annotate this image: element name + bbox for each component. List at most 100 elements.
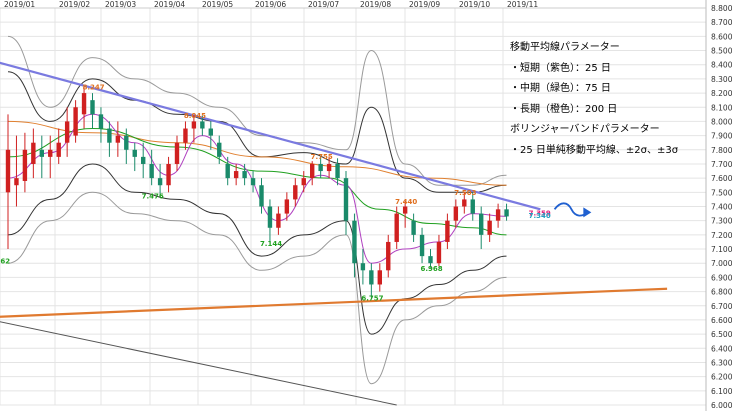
y-tick-label: 8.600 — [711, 32, 733, 41]
ma-short-line — [7, 113, 507, 264]
candle-body — [487, 220, 492, 235]
candle-body — [436, 241, 442, 264]
price-annotation: 7.144 — [260, 240, 282, 248]
candle-body — [428, 256, 433, 264]
y-tick-label: 7.100 — [711, 245, 733, 254]
price-annotation: 7.359 — [529, 209, 551, 217]
candle-body — [445, 220, 450, 242]
candle-body — [310, 163, 315, 179]
candle-body — [352, 220, 357, 264]
y-tick-label: 7.900 — [711, 132, 733, 141]
candle-body — [149, 163, 154, 179]
y-tick-label: 7.600 — [711, 174, 733, 183]
candle-body — [64, 121, 70, 143]
bb-3sigma-lower — [7, 191, 507, 385]
legend: 移動平均線パラメーター ・短期（紫色）：25 日 ・中期（緑色）：75 日 ・長… — [510, 38, 678, 161]
x-tick-label: 2019/01 — [4, 0, 35, 9]
x-tick-label: 2019/10 — [459, 0, 490, 9]
legend-line: ボリンジャーバンドパラメーター — [510, 124, 660, 135]
candle-body — [90, 100, 95, 115]
candle-body — [335, 163, 340, 179]
candle-body — [402, 206, 408, 214]
x-tick-label: 2019/06 — [255, 0, 286, 9]
candle-body — [293, 185, 298, 200]
x-tick-label: 2019/05 — [202, 0, 233, 9]
price-annotation: 62 — [0, 257, 10, 265]
y-tick-label: 8.400 — [711, 61, 733, 70]
candle-body — [81, 93, 87, 115]
legend-line: ・長期（橙色）：200 日 — [510, 103, 618, 115]
candle-body — [495, 209, 501, 221]
y-tick-label: 6.400 — [711, 344, 733, 353]
price-annotation: 6.968 — [421, 265, 443, 273]
y-tick-label: 7.200 — [711, 231, 733, 240]
candle-body — [462, 199, 467, 207]
y-tick-label: 6.600 — [711, 316, 733, 325]
trendline-lower-channel — [0, 321, 397, 406]
candle-body — [242, 171, 247, 179]
trendline-resistance — [0, 61, 541, 211]
trendline-support — [0, 287, 668, 318]
y-tick-label: 8.800 — [711, 4, 733, 13]
candle-body — [284, 199, 290, 214]
price-annotation: 7.440 — [395, 198, 417, 206]
candle-body — [22, 149, 28, 181]
candle-body — [14, 178, 19, 186]
candle-body — [479, 213, 484, 235]
y-tick-label: 7.500 — [711, 188, 733, 197]
candle-body — [360, 263, 366, 271]
candle-body — [470, 199, 475, 214]
price-annotation: 8.045 — [184, 112, 206, 120]
y-tick-label: 6.700 — [711, 302, 733, 311]
x-tick-label: 2019/02 — [59, 0, 90, 9]
candle-body — [208, 128, 213, 136]
legend-line: ・短期（紫色）：25 日 — [510, 62, 611, 74]
candle-body — [394, 213, 399, 242]
candle-body — [377, 270, 382, 285]
price-annotation: 7.755 — [311, 153, 333, 161]
candle-body — [200, 121, 205, 129]
price-annotation: 7.476 — [142, 193, 164, 201]
bb-2sigma-upper — [7, 71, 507, 193]
y-tick-label: 6.000 — [711, 401, 733, 410]
candle-body — [343, 178, 349, 221]
y-tick-label: 7.000 — [711, 259, 733, 268]
price-annotation: 7.503 — [454, 189, 476, 197]
candle-body — [31, 142, 36, 164]
forecast-arrow — [553, 202, 589, 217]
candle-body — [5, 149, 11, 193]
x-tick-label: 2019/08 — [360, 0, 391, 9]
candle-body — [453, 206, 459, 221]
candle-body — [267, 206, 273, 228]
y-tick-label: 8.500 — [711, 47, 733, 56]
y-tick-label: 6.100 — [711, 387, 733, 396]
candle-body — [124, 135, 129, 150]
candle-body — [107, 128, 112, 143]
candle-body — [504, 209, 509, 217]
y-tick-label: 7.800 — [711, 146, 733, 155]
candle-body — [39, 149, 44, 157]
x-tick-label: 2019/03 — [105, 0, 136, 9]
candle-body — [369, 270, 374, 285]
y-tick-label: 8.700 — [711, 18, 733, 27]
candle-body — [225, 163, 230, 179]
candle-body — [411, 220, 416, 235]
candle-body — [301, 178, 306, 186]
candle-body — [183, 128, 188, 143]
legend-line: ・中期（緑色）：75 日 — [510, 83, 611, 94]
y-tick-label: 8.300 — [711, 75, 733, 84]
candle-body — [56, 142, 61, 157]
price-annotation: 8.247 — [83, 83, 105, 91]
candle-body — [233, 171, 239, 179]
candle-body — [217, 142, 222, 157]
candle-body — [326, 163, 332, 172]
y-tick-label: 6.200 — [711, 373, 733, 382]
x-tick-label: 2019/04 — [154, 0, 185, 9]
ma-mid-line — [7, 127, 507, 236]
y-tick-label: 7.700 — [711, 160, 733, 169]
candle-body — [276, 213, 281, 228]
y-tick-label: 7.300 — [711, 217, 733, 226]
price-annotation: 6.757 — [361, 295, 383, 303]
